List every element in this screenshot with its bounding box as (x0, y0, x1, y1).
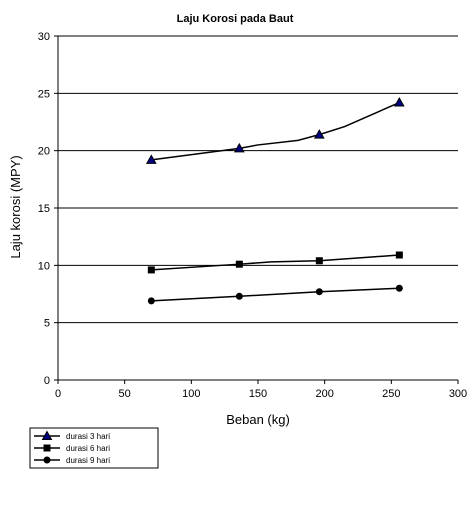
data-point (147, 266, 155, 274)
data-point (235, 292, 243, 300)
x-tick-label: 300 (449, 388, 467, 400)
y-tick-label: 20 (38, 146, 50, 158)
y-tick-label: 10 (38, 260, 50, 272)
data-point (393, 96, 405, 107)
x-tick-label: 50 (119, 388, 131, 400)
series-line (151, 254, 400, 271)
data-point (233, 142, 245, 153)
y-tick-label: 0 (44, 375, 50, 387)
data-point (395, 251, 403, 259)
data-point (315, 288, 323, 296)
data-point (147, 297, 155, 305)
x-tick-label: 250 (382, 388, 400, 400)
x-axis-label: Beban (kg) (226, 412, 290, 427)
y-tick-label: 15 (38, 203, 50, 215)
data-point (315, 257, 323, 265)
legend-marker (43, 444, 51, 452)
x-tick-label: 0 (55, 388, 61, 400)
x-tick-label: 150 (249, 388, 267, 400)
series-line (151, 287, 400, 302)
x-tick-label: 200 (315, 388, 333, 400)
legend: durasi 3 hari durasi 6 hari durasi 9 hari (29, 427, 159, 469)
y-axis-label: Laju korosi (MPY) (8, 155, 23, 258)
data-point (313, 129, 325, 139)
y-tick-label: 30 (38, 31, 50, 43)
y-tick-label: 5 (44, 318, 50, 330)
legend-marker (43, 456, 51, 464)
y-tick-label: 25 (38, 88, 50, 100)
x-tick-label: 100 (182, 388, 200, 400)
legend-marker (41, 430, 53, 440)
data-point (145, 154, 157, 164)
chart-title: Laju Korosi pada Baut (177, 13, 294, 25)
series-line (151, 101, 400, 161)
legend-label: durasi 3 hari (66, 432, 110, 441)
legend-label: durasi 6 hari (66, 444, 110, 453)
legend-label: durasi 9 hari (66, 456, 110, 465)
data-point (235, 260, 243, 268)
data-point (395, 284, 403, 292)
